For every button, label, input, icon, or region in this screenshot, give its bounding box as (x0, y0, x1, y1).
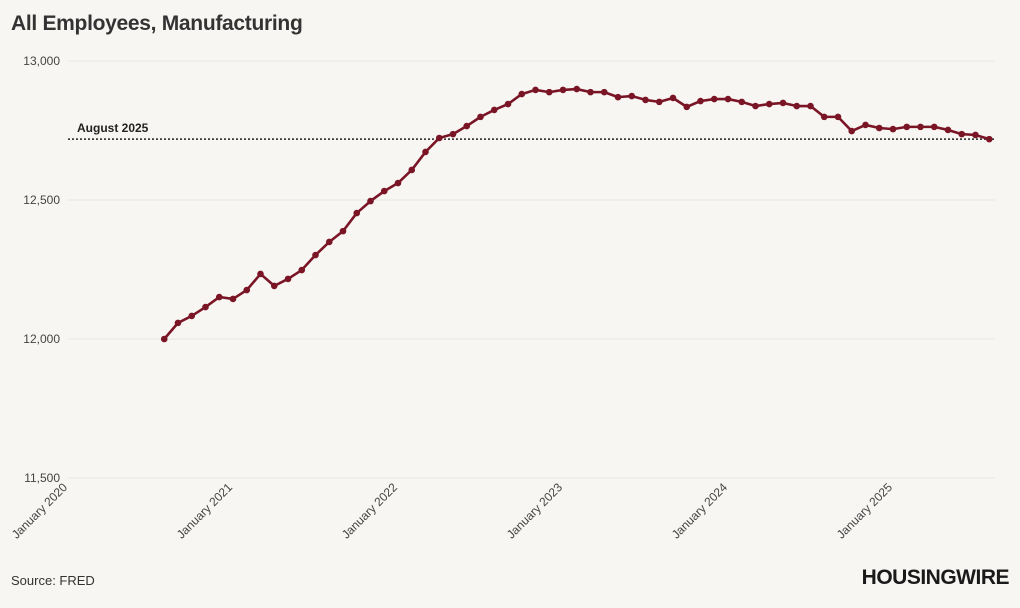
y-tick-label: 12,500 (23, 193, 60, 207)
data-point (587, 88, 594, 96)
source-note: Source: FRED (11, 573, 95, 588)
data-point (188, 312, 196, 320)
data-point (477, 113, 484, 121)
data-point (339, 227, 347, 235)
data-point (614, 93, 622, 101)
data-point (779, 99, 787, 107)
data-point (215, 293, 223, 301)
data-point (490, 106, 498, 114)
data-point (834, 113, 842, 121)
data-point (917, 123, 924, 131)
data-point (545, 88, 553, 96)
data-point (435, 134, 443, 142)
data-point (367, 197, 374, 205)
data-point (449, 130, 457, 138)
data-point (765, 100, 773, 108)
data-point (958, 130, 966, 138)
data-point (628, 92, 636, 100)
data-point (257, 270, 264, 278)
x-tick-label: January 2023 (504, 480, 566, 542)
data-point (408, 166, 416, 174)
data-point (848, 127, 856, 135)
data-point (655, 98, 663, 106)
housingwire-logo: HOUSINGWIRE (861, 566, 1010, 589)
data-point (738, 98, 746, 106)
data-point (903, 123, 911, 131)
data-point (353, 209, 361, 217)
data-point (229, 295, 237, 303)
data-point (875, 124, 883, 132)
data-point (270, 282, 278, 290)
reference-label: August 2025 (77, 121, 149, 135)
y-tick-label: 11,500 (24, 471, 60, 485)
data-point (669, 94, 677, 102)
data-point (642, 96, 649, 104)
data-point (202, 303, 209, 311)
data-point (889, 125, 897, 133)
data-point (683, 103, 691, 111)
data-point (944, 126, 952, 134)
x-tick-label: January 2020 (9, 480, 71, 542)
data-point (174, 319, 182, 327)
chart-title: All Employees, Manufacturing (11, 12, 303, 35)
y-tick-label: 13,000 (23, 54, 60, 68)
data-point (422, 148, 429, 156)
data-point (985, 135, 993, 143)
y-tick-label: 12,000 (23, 332, 60, 346)
data-point (160, 335, 168, 343)
x-tick-label: January 2022 (339, 480, 401, 542)
data-point (862, 121, 869, 129)
data-point (972, 131, 979, 139)
data-point (298, 266, 306, 274)
data-point (463, 122, 471, 130)
data-point (793, 102, 801, 110)
x-tick-label: January 2024 (669, 480, 731, 542)
x-tick-label: January 2021 (174, 480, 236, 542)
data-point (559, 86, 567, 94)
data-point (600, 88, 608, 96)
data-point (518, 90, 526, 98)
data-point (325, 238, 333, 246)
data-point (710, 95, 718, 103)
data-point (930, 123, 938, 131)
data-point (312, 251, 319, 259)
x-tick-label: January 2025 (834, 480, 896, 542)
data-point (820, 113, 828, 121)
data-point (380, 187, 388, 195)
data-point (724, 95, 732, 103)
data-point (532, 86, 539, 94)
data-point (284, 275, 292, 283)
data-point (504, 100, 512, 108)
data-point (573, 85, 581, 93)
data-point (807, 102, 814, 110)
data-point (697, 97, 704, 105)
data-point (752, 102, 759, 110)
data-point (243, 286, 251, 294)
data-point (394, 179, 402, 187)
